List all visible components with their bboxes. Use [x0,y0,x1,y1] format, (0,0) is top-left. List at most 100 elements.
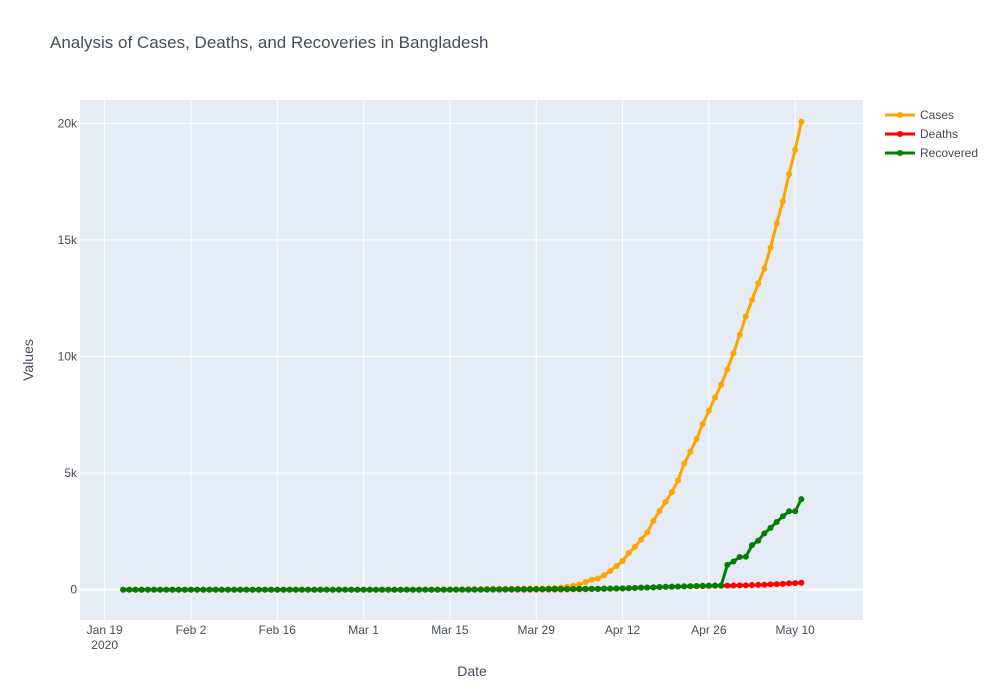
x-tick-label: May 10 [776,623,816,637]
data-point [619,585,626,592]
data-point [656,507,663,514]
data-point [169,586,176,593]
legend: Cases Deaths Recovered [885,108,978,160]
data-point [712,394,719,401]
data-point [638,536,645,543]
data-point [305,586,312,593]
data-point [742,553,749,560]
data-point [712,582,719,589]
data-point [181,586,188,593]
data-point [736,553,743,560]
data-point [761,581,768,588]
data-point [736,582,743,589]
data-point [749,296,756,303]
data-point [206,586,213,593]
data-point [317,586,324,593]
data-point [755,581,762,588]
x-tick-label: Mar 15 [431,623,469,637]
data-point [681,583,688,590]
data-point [187,586,194,593]
y-tick-label: 10k [58,350,78,364]
data-point [742,313,749,320]
data-point [416,586,423,593]
data-point [471,586,478,593]
data-point [557,585,564,592]
data-point [755,537,762,544]
data-point [631,584,638,591]
data-point [564,585,571,592]
data-point [323,586,330,593]
data-point [625,585,632,592]
y-tick-label: 20k [58,116,78,130]
data-point [446,586,453,593]
data-point [644,584,651,591]
data-point [409,586,416,593]
data-point [594,585,601,592]
data-point [465,586,472,593]
data-point [354,586,361,593]
data-point [403,586,410,593]
data-point [483,586,490,593]
data-point [126,586,133,593]
y-tick-label: 15k [58,233,78,247]
data-point [397,586,404,593]
data-point [601,585,608,592]
data-point [594,575,601,582]
x-tick-label: Mar 1 [348,623,379,637]
legend-item-recovered[interactable]: Recovered [885,146,978,160]
y-axis-title: Values [20,339,36,381]
data-point [132,586,139,593]
legend-item-cases[interactable]: Cases [885,108,954,122]
data-point [428,586,435,593]
data-point [459,586,466,593]
data-point [280,586,287,593]
data-point [545,585,552,592]
data-point [736,331,743,338]
data-point [298,586,305,593]
data-point [798,496,805,503]
data-point [514,586,521,593]
data-point [255,586,262,593]
data-point [656,584,663,591]
data-point [749,582,756,589]
data-point [668,583,675,590]
data-point [582,578,589,585]
data-point [662,583,669,590]
data-point [138,586,145,593]
data-point [798,118,805,125]
data-point [286,586,293,593]
data-point [261,586,268,593]
data-point [724,366,731,373]
data-point [687,448,694,455]
data-point [675,477,682,484]
data-point [773,220,780,227]
legend-item-deaths[interactable]: Deaths [885,127,958,141]
data-point [576,585,583,592]
data-point [631,543,638,550]
data-point [588,585,595,592]
legend-swatch-marker [897,150,903,156]
data-point [779,198,786,205]
x-axis-title: Date [457,663,487,679]
data-point [490,586,497,593]
data-point [274,586,281,593]
data-point [231,586,238,593]
data-point [755,280,762,287]
data-point [218,586,225,593]
y-tick-label: 0 [70,583,77,597]
x-axis-ticks: Jan 19 2020 Feb 2 Feb 16 Mar 1 Mar 15 Mar 29 Ap… [87,623,816,652]
x-tick-label: Jan 19 2020 [87,623,123,652]
data-point [194,586,201,593]
data-point [773,581,780,588]
data-point [730,582,737,589]
data-point [613,585,620,592]
data-point [625,550,632,557]
data-point [366,586,373,593]
data-point [372,586,379,593]
data-point [237,586,244,593]
data-point [699,421,706,428]
plot-area [80,100,863,620]
data-point [157,586,164,593]
data-point [761,530,768,537]
